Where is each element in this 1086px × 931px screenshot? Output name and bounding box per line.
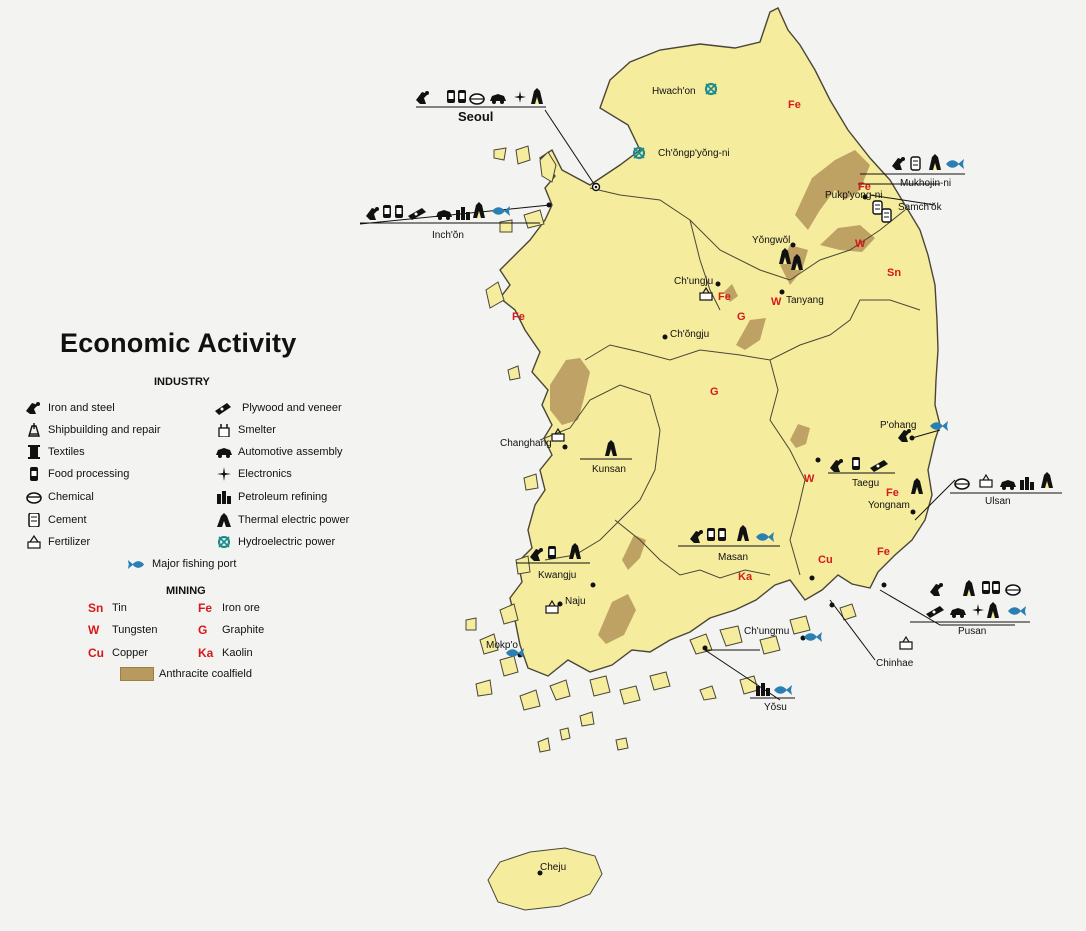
leader-lines [359, 109, 1015, 701]
mining-heading: MINING [166, 585, 206, 597]
svg-text:W: W [855, 238, 866, 250]
legend-coalfield: Anthracite coalfield [120, 667, 252, 681]
legend-copper: Cu Copper [88, 646, 149, 660]
city-chungju: Ch'ungju [674, 276, 713, 287]
city-yosu: Yŏsu [764, 702, 787, 713]
city-changhang: Changhang [500, 438, 552, 449]
fish-icon [127, 559, 145, 569]
city-samchok: Samch'ŏk [898, 202, 943, 213]
legend-thermal: Thermal electric power [216, 513, 349, 527]
svg-text:G: G [710, 386, 719, 398]
anthracite-coalfields [550, 150, 875, 644]
refinery-icon [217, 491, 231, 504]
city-dots [517, 182, 916, 876]
legend-plywood: Plywood and veneer [210, 401, 342, 415]
legend-petroleum: Petroleum refining [216, 490, 327, 504]
svg-text:W: W [804, 473, 815, 485]
fertilizer-icon [27, 535, 41, 549]
electronics-icon [217, 467, 231, 481]
car-icon [216, 448, 232, 458]
svg-text:Fe: Fe [512, 311, 525, 323]
industry-heading: INDUSTRY [154, 376, 210, 388]
legend-electronics: Electronics [216, 467, 292, 481]
city-mokpo: Mokp'o [486, 640, 518, 651]
city-hwachon: Hwach'on [652, 86, 696, 97]
plywood-icon [215, 403, 231, 415]
page-title: Economic Activity [60, 328, 297, 358]
svg-text:Fe: Fe [877, 546, 890, 558]
coalfield-swatch [120, 667, 154, 681]
city-chinhae: Chinhae [876, 658, 914, 669]
city-pusan: Pusan [958, 626, 986, 637]
iron-steel-icon [26, 402, 40, 414]
city-pohang: P'ohang [880, 420, 916, 431]
ship-icon [28, 423, 40, 437]
city-pukpyong: Pukp'yong-ni [825, 190, 883, 201]
hydro-icon [217, 535, 231, 549]
legend-hydro: Hydroelectric power [216, 535, 335, 549]
svg-text:Fe: Fe [886, 487, 899, 499]
legend-iron-ore: Fe Iron ore [198, 601, 260, 615]
city-taegu: Taegu [852, 478, 879, 489]
legend-tin: Sn Tin [88, 601, 127, 615]
city-kunsan: Kunsan [592, 464, 626, 475]
cement-icon [28, 513, 40, 527]
city-labels: Seoul Inch'ŏn Hwach'on Ch'ŏngp'yŏng-ni M… [432, 86, 1011, 873]
city-ulsan: Ulsan [985, 496, 1011, 507]
city-masan: Masan [718, 552, 748, 563]
mineral-codes: Fe Fe Fe Fe Fe Fe W W W Sn G G Ka Cu [512, 99, 901, 583]
legend-fishing-port: Major fishing port [126, 558, 236, 570]
legend-chemical: Chemical [26, 490, 94, 504]
smelter-icon [218, 424, 230, 437]
city-chongpyong: Ch'ŏngp'yŏng-ni [658, 148, 730, 159]
svg-text:Fe: Fe [858, 181, 871, 193]
city-underlines [360, 106, 1062, 699]
chemical-icon [26, 492, 42, 504]
city-naju: Naju [565, 596, 586, 607]
svg-text:G: G [737, 311, 746, 323]
legend-shipbuilding: Shipbuilding and repair [26, 423, 161, 437]
legend-tungsten: W Tungsten [88, 623, 158, 637]
province-boundaries [539, 187, 921, 579]
svg-text:Fe: Fe [788, 99, 801, 111]
legend-graphite: G Graphite [198, 623, 265, 637]
svg-text:Ka: Ka [738, 571, 753, 583]
islands [465, 145, 857, 911]
city-yongwol: Yŏngwŏl [752, 235, 790, 246]
svg-text:W: W [771, 296, 782, 308]
city-chongju: Ch'ŏngju [670, 329, 709, 340]
legend-food-processing: Food processing [26, 467, 129, 481]
svg-text:Fe: Fe [718, 291, 731, 303]
svg-text:Cu: Cu [818, 554, 833, 566]
legend-fertilizer: Fertilizer [26, 535, 90, 549]
city-cheju: Cheju [540, 862, 566, 873]
city-yongnam: Yongnam [868, 500, 910, 511]
city-chungmu: Ch'ungmu [744, 626, 789, 637]
city-inchon: Inch'ŏn [432, 230, 464, 241]
legend-iron-steel: Iron and steel [26, 401, 115, 415]
food-can-icon [30, 467, 38, 481]
city-kwangju: Kwangju [538, 570, 576, 581]
city-tanyang: Tanyang [786, 295, 824, 306]
textiles-icon [28, 445, 40, 459]
legend-cement: Cement [26, 513, 87, 527]
legend-textiles: Textiles [26, 445, 85, 459]
thermal-plant-icon [217, 513, 231, 527]
svg-text:Sn: Sn [887, 267, 901, 279]
city-seoul: Seoul [458, 109, 493, 124]
legend-kaolin: Ka Kaolin [198, 646, 253, 660]
legend-automotive: Automotive assembly [216, 445, 343, 459]
legend-smelter: Smelter [216, 423, 276, 437]
city-mukhojin: Mukhojin-ni [900, 178, 951, 189]
